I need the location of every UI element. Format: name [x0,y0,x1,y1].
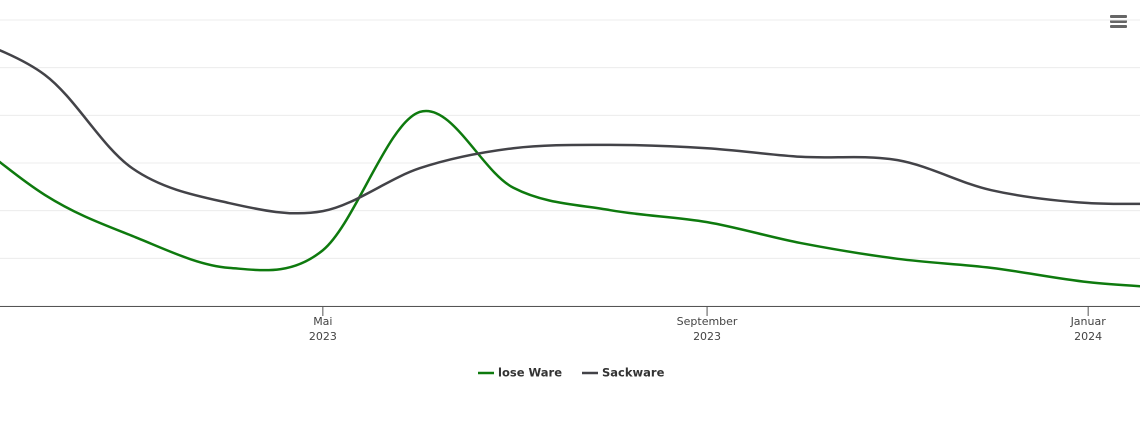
x-tick-label: Mai [313,315,332,328]
x-tick-label: September [677,315,738,328]
menu-bar [1110,20,1127,23]
menu-bar [1110,25,1127,28]
x-tick-label: 2023 [309,330,337,343]
menu-button[interactable] [1110,15,1127,28]
legend: lose Ware Sackware [478,366,665,380]
x-tick-label: 2024 [1074,330,1102,343]
x-tick-label: Januar [1070,315,1107,328]
plot-area [0,49,1140,288]
series-line [0,49,1140,215]
menu-bar [1110,15,1127,18]
x-tick-label: 2023 [693,330,721,343]
legend-label: lose Ware [498,366,562,380]
legend-item[interactable]: Sackware [582,366,665,380]
legend-item[interactable]: lose Ware [478,366,562,380]
series-line [0,109,1140,288]
legend-label: Sackware [602,366,665,380]
